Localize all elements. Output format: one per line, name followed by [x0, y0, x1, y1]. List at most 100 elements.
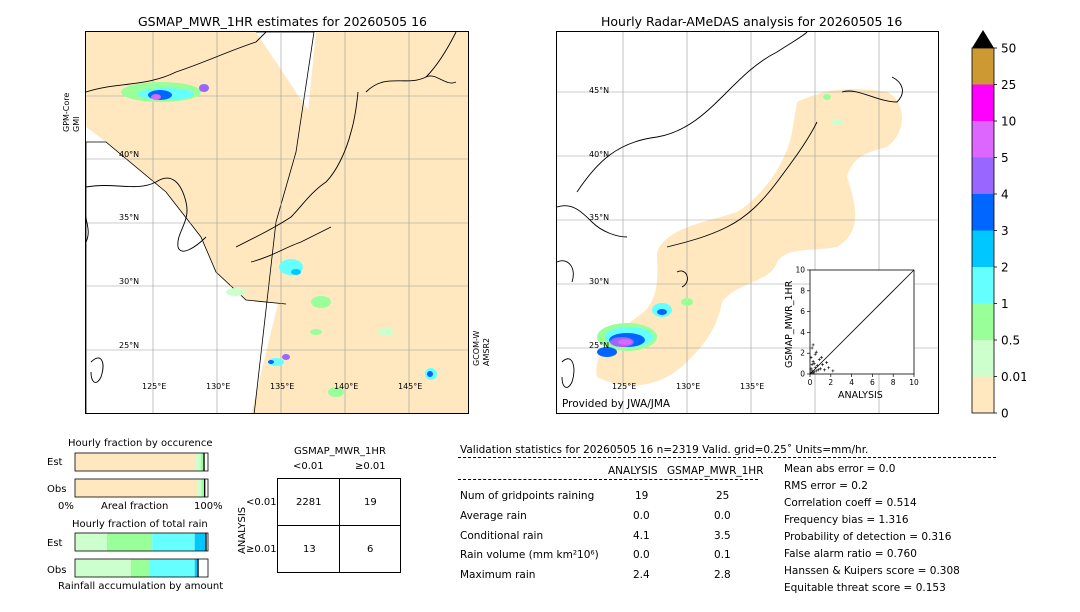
validation-row-gsmap: 0.0 [714, 510, 731, 522]
colorbar-segment [972, 303, 994, 340]
radar-credit: Provided by JWA/JMA [562, 398, 671, 410]
scatter-ytick-label: 2 [800, 349, 805, 358]
contingency-cell: 19 [364, 497, 377, 508]
occurrence-chart [45, 450, 225, 500]
scatter-point [809, 367, 813, 371]
scatter-point [810, 363, 814, 367]
right-map-title: Hourly Radar-AMeDAS analysis for 2026050… [601, 14, 903, 29]
scatter-ylabel: GSMAP_MWR_1HR [784, 280, 795, 368]
right-lat-label: 25°N [589, 341, 610, 350]
occurrence-xtick-right: 100% [194, 501, 223, 512]
contingency-cell: 6 [367, 544, 374, 555]
right-lon-label: 135°E [740, 382, 765, 391]
contingency-col-label: <0.01 [293, 461, 324, 472]
left-map-grid [86, 32, 468, 413]
validation-row-label: Rain volume (mm km²10⁶) [460, 549, 599, 561]
validation-divider [458, 457, 996, 458]
scatter-point [814, 350, 818, 354]
left-lon-label: 130°E [206, 382, 231, 391]
validation-row-label: Conditional rain [460, 530, 544, 542]
swath-edge [86, 32, 315, 413]
total-rain-bar-segment [152, 533, 195, 551]
contingency-title: GSMAP_MWR_1HR [294, 446, 386, 457]
left-sensor-label-2: GMI [72, 116, 81, 132]
scatter-point [810, 369, 814, 373]
scatter-xtick-label: 2 [828, 378, 833, 387]
amsr2-swath [251, 32, 468, 413]
contingency-table: 2281 19 13 6 [277, 478, 401, 573]
total-rain-bar-segment [197, 559, 199, 577]
scatter-ytick-label: 4 [800, 328, 805, 337]
occurrence-bar-segment [75, 453, 196, 471]
left-sensor-label-1: GPM-Core [62, 92, 71, 132]
validation-row-label: Average rain [460, 510, 527, 522]
total-rain-bar-frame [74, 558, 209, 578]
validation-row-analysis: 0.0 [633, 549, 650, 561]
colorbar-label: 25 [1001, 78, 1016, 92]
scatter-point [827, 366, 831, 370]
colorbar-label: 0 [1001, 407, 1009, 419]
scatter-point [813, 366, 817, 370]
total-rain-bar-segment [149, 559, 195, 577]
contingency-row-label: <0.01 [246, 497, 277, 508]
total-rain-bar-segment [75, 533, 107, 551]
right-sensor-label-2: AMSR2 [482, 337, 491, 366]
occurrence-bar-frame [74, 452, 209, 472]
colorbar-segment [972, 194, 994, 231]
colorbar-label: 5 [1001, 151, 1009, 165]
left-map-panel: 40°N 35°N 30°N 25°N 125°E 130°E 135°E 14… [85, 31, 469, 414]
contingency-col-label: ≥0.01 [355, 461, 386, 472]
left-lon-label: 140°E [334, 382, 359, 391]
colorbar-label: 0.5 [1001, 334, 1020, 348]
left-map-svg [86, 32, 468, 413]
scatter-point [815, 364, 819, 368]
scatter-point [811, 360, 815, 364]
colorbar-segment [972, 267, 994, 304]
total-rain-chart [45, 530, 225, 582]
left-lat-label: 25°N [119, 341, 140, 350]
total-rain-category: Obs [47, 565, 67, 576]
left-map-coastline [86, 32, 457, 383]
colorbar-segment [972, 376, 994, 413]
occurrence-category: Obs [47, 484, 67, 495]
scatter-xtick-label: 6 [870, 378, 875, 387]
scatter-inset: 0 2 4 6 8 10 0 2 4 6 8 10 [776, 262, 926, 402]
left-lon-label: 125°E [142, 382, 167, 391]
left-lat-label: 40°N [119, 150, 140, 159]
occurrence-bar-frame [74, 478, 209, 498]
colorbar-over-triangle [972, 30, 994, 48]
colorbar-label: 4 [1001, 188, 1009, 202]
colorbar-label: 2 [1001, 261, 1009, 275]
scatter-point [809, 355, 813, 359]
right-map-svg [557, 32, 938, 413]
occurrence-bar-segment [201, 479, 205, 497]
right-map-coastline [557, 32, 903, 388]
scatter-point [812, 370, 816, 374]
validation-row-analysis: 2.4 [633, 569, 650, 581]
colorbar-label: 3 [1001, 224, 1009, 238]
occurrence-title: Hourly fraction by occurence [68, 438, 213, 449]
total-rain-bar-segment [130, 559, 150, 577]
colorbar-segment [972, 157, 994, 194]
total-rain-bar-segment [75, 559, 131, 577]
scatter-point [814, 369, 818, 373]
validation-score: Mean abs error = 0.0 [784, 463, 896, 475]
validation-row-gsmap: 0.1 [714, 549, 731, 561]
left-lat-label: 35°N [119, 213, 140, 222]
validation-row-label: Num of gridpoints raining [460, 490, 595, 502]
scatter-point [818, 367, 822, 371]
scatter-point [817, 357, 821, 361]
validation-row-analysis: 19 [635, 490, 649, 502]
occurrence-bar-segment [197, 479, 202, 497]
colorbar-segment [972, 121, 994, 158]
colorbar: 50 25 10 5 4 3 2 1 0.5 0.01 0 [966, 28, 1028, 421]
right-map-precip [597, 94, 843, 357]
validation-score: Probability of detection = 0.316 [784, 531, 952, 543]
scatter-point [811, 343, 815, 347]
scatter-ytick-label: 0 [800, 370, 805, 379]
left-lat-label: 30°N [119, 277, 140, 286]
colorbar-segment [972, 48, 994, 85]
occurrence-svg [74, 452, 209, 498]
right-lat-label: 45°N [589, 86, 610, 95]
colorbar-label: 50 [1001, 42, 1016, 56]
